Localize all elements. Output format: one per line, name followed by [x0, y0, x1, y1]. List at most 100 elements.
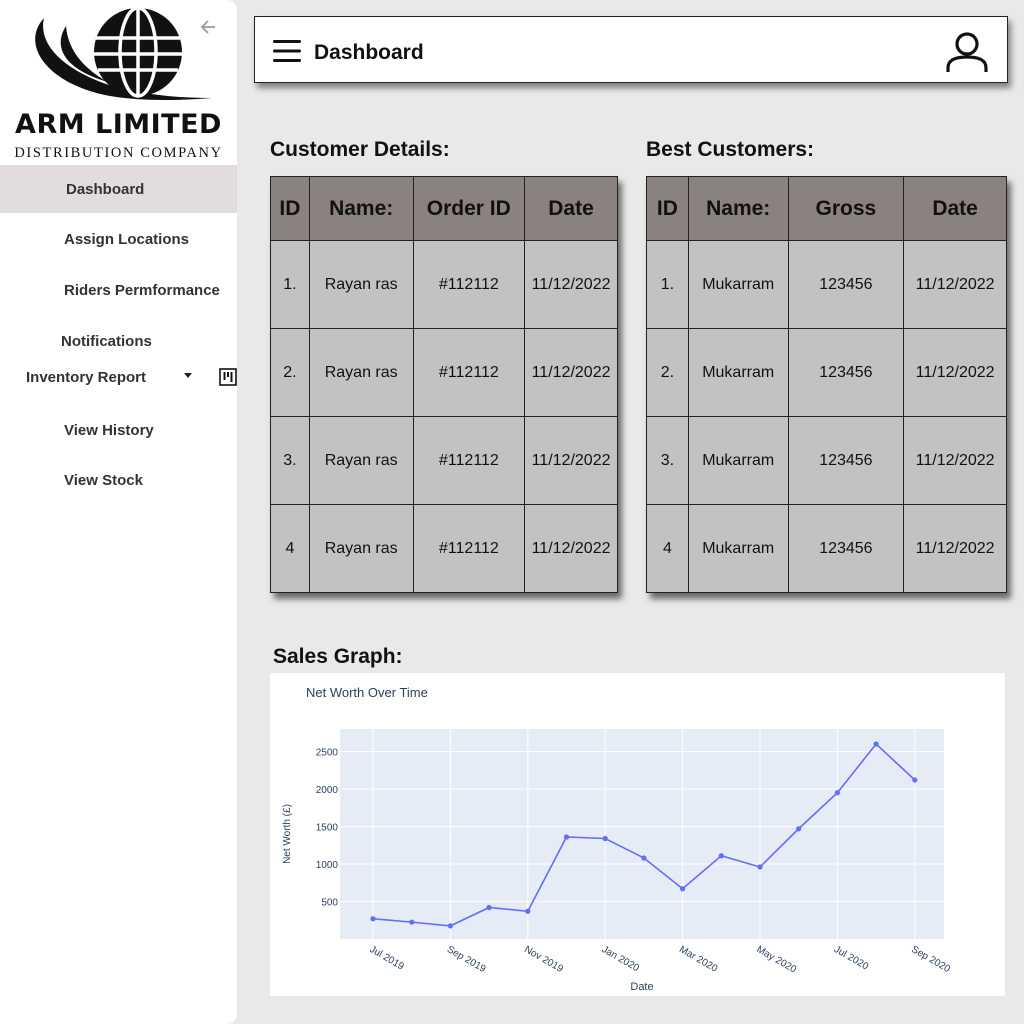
- table-cell: 123456: [787, 328, 905, 417]
- data-point: [525, 908, 531, 914]
- table-row: 2. Mukarram 123456 11/12/2022: [646, 328, 1007, 417]
- y-tick-label: 2500: [316, 748, 339, 759]
- table-row: 4 Mukarram 123456 11/12/2022: [646, 504, 1007, 593]
- page-title: Dashboard: [314, 41, 424, 64]
- top-header: Dashboard: [254, 16, 1008, 83]
- arrow-left-icon[interactable]: [198, 16, 218, 38]
- table-cell: 4: [646, 504, 689, 593]
- table-cell: #112112: [412, 416, 526, 505]
- x-tick-label: Jul 2020: [832, 944, 871, 973]
- column-header: Order ID: [412, 176, 526, 241]
- column-header: ID: [270, 176, 310, 241]
- customer-details-title: Customer Details:: [270, 138, 450, 161]
- data-point: [873, 741, 879, 747]
- table-cell: Mukarram: [687, 416, 789, 505]
- data-point: [370, 916, 376, 922]
- column-header: ID: [646, 176, 689, 241]
- x-tick-label: Mar 2020: [677, 944, 719, 975]
- table-cell: Rayan ras: [308, 416, 414, 505]
- data-point: [563, 834, 570, 840]
- sales-graph-title: Sales Graph:: [273, 645, 403, 668]
- data-point: [602, 835, 608, 842]
- best-customers-table: ID Name: Gross Date 1. Mukarram 123456 1…: [646, 176, 1007, 593]
- customer-details-table: ID Name: Order ID Date 1. Rayan ras #112…: [270, 176, 618, 593]
- user-profile-icon[interactable]: [945, 30, 989, 74]
- data-point: [757, 864, 763, 870]
- sidebar-item-notifications[interactable]: Notifications: [61, 333, 152, 350]
- caret-down-icon[interactable]: [184, 373, 192, 378]
- table-cell: 123456: [787, 240, 905, 329]
- y-axis-label: Net Worth (£): [282, 804, 293, 864]
- column-header: Date: [903, 176, 1007, 241]
- data-point: [447, 923, 453, 929]
- data-point: [680, 886, 686, 892]
- hamburger-menu-icon[interactable]: [273, 39, 301, 63]
- best-customers-title: Best Customers:: [646, 138, 815, 161]
- table-cell: 2.: [646, 328, 689, 417]
- y-tick-label: 1000: [316, 860, 339, 871]
- table-row: 3. Mukarram 123456 11/12/2022: [646, 416, 1007, 505]
- table-cell: 11/12/2022: [524, 504, 618, 593]
- sidebar-item-dashboard-label[interactable]: Dashboard: [66, 181, 145, 198]
- x-tick-label: Jan 2020: [600, 944, 642, 974]
- table-cell: 11/12/2022: [903, 416, 1007, 505]
- table-cell: #112112: [412, 240, 526, 329]
- table-row: 1. Rayan ras #112112 11/12/2022: [270, 240, 618, 329]
- y-tick-label: 2000: [316, 785, 339, 796]
- table-cell: Rayan ras: [308, 240, 414, 329]
- data-point: [912, 777, 918, 783]
- line-chart: Net Worth Over Time 5001000150020002500 …: [282, 685, 952, 993]
- table-cell: 123456: [787, 504, 905, 593]
- column-header: Name:: [687, 176, 789, 241]
- data-point: [641, 855, 647, 861]
- table-header-row: ID Name: Gross Date: [646, 176, 1007, 241]
- y-tick-label: 1500: [316, 823, 339, 834]
- table-cell: Mukarram: [687, 328, 789, 417]
- column-header: Date: [524, 176, 618, 241]
- sidebar-item-view-history[interactable]: View History: [64, 422, 154, 439]
- table-cell: 123456: [787, 416, 905, 505]
- table-cell: 1.: [646, 240, 689, 329]
- table-cell: 4: [270, 504, 310, 593]
- table-cell: #112112: [412, 504, 526, 593]
- table-cell: 11/12/2022: [524, 328, 618, 417]
- column-header: Name:: [308, 176, 414, 241]
- column-header: Gross: [787, 176, 905, 241]
- sidebar-item-dashboard[interactable]: [0, 165, 237, 213]
- data-point: [796, 826, 802, 832]
- table-cell: 11/12/2022: [903, 328, 1007, 417]
- table-cell: 11/12/2022: [524, 416, 618, 505]
- x-tick-label: Nov 2019: [522, 944, 565, 975]
- sidebar: ARM LIMITED DISTRIBUTION COMPANY Dashboa…: [0, 0, 237, 1024]
- table-row: 1. Mukarram 123456 11/12/2022: [646, 240, 1007, 329]
- sidebar-item-riders-performance[interactable]: Riders Permformance: [64, 282, 220, 299]
- data-point: [718, 853, 724, 859]
- table-cell: 1.: [270, 240, 310, 329]
- sidebar-item-inventory-report[interactable]: Inventory Report: [26, 369, 147, 386]
- table-cell: Mukarram: [687, 504, 789, 593]
- data-point: [834, 790, 841, 796]
- sidebar-item-assign-locations[interactable]: Assign Locations: [64, 231, 190, 248]
- table-header-row: ID Name: Order ID Date: [270, 176, 618, 241]
- table-row: 4 Rayan ras #112112 11/12/2022: [270, 504, 618, 593]
- plot-area: [340, 729, 944, 939]
- table-cell: 3.: [646, 416, 689, 505]
- y-tick-label: 500: [321, 898, 338, 909]
- x-tick-label: Jul 2019: [368, 944, 407, 973]
- chart-title: Net Worth Over Time: [306, 685, 428, 700]
- table-cell: #112112: [412, 328, 526, 417]
- data-point: [486, 904, 492, 911]
- sidebar-item-view-stock[interactable]: View Stock: [64, 472, 143, 489]
- table-row: 2. Rayan ras #112112 11/12/2022: [270, 328, 618, 417]
- brand-tagline: DISTRIBUTION COMPANY: [14, 145, 223, 161]
- table-cell: 3.: [270, 416, 310, 505]
- table-cell: Rayan ras: [308, 328, 414, 417]
- x-axis-label: Date: [630, 981, 653, 993]
- table-cell: 11/12/2022: [903, 240, 1007, 329]
- sales-chart: Net Worth Over Time 500 1000 1500 2000 2500 …: [270, 673, 1005, 996]
- x-tick-label: Sep 2020: [909, 944, 952, 975]
- x-tick-label: May 2020: [755, 944, 799, 976]
- company-logo: ARM LIMITED DISTRIBUTION COMPANY: [0, 0, 237, 165]
- kanban-board-icon[interactable]: [219, 368, 237, 386]
- table-cell: 11/12/2022: [524, 240, 618, 329]
